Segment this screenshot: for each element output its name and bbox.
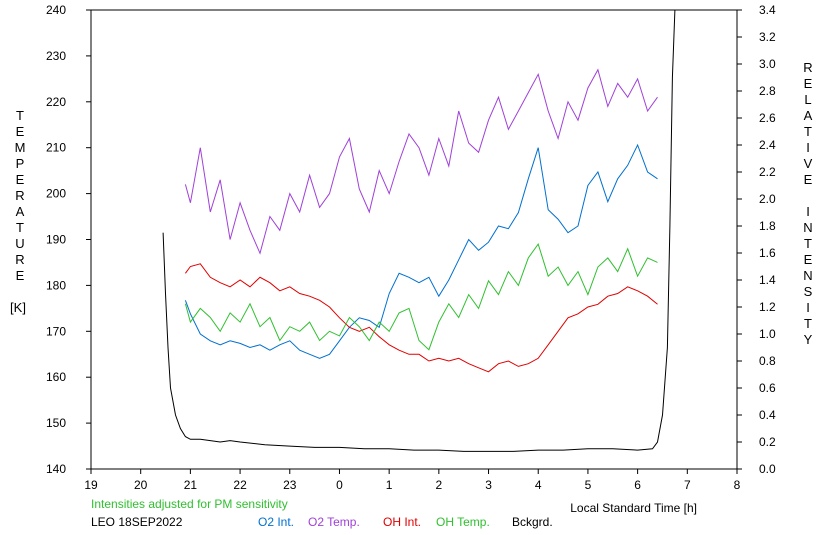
station-date: LEO 18SEP2022 bbox=[91, 515, 183, 529]
y2-axis-label-letter: T bbox=[804, 236, 812, 251]
y-tick-label-right: 0.0 bbox=[759, 462, 776, 476]
legend-o2-temp: O2 Temp. bbox=[308, 515, 360, 529]
y-tick-label-right: 2.8 bbox=[759, 84, 776, 98]
y2-axis-label-letter: V bbox=[804, 156, 813, 171]
y-tick-label-right: 2.6 bbox=[759, 111, 776, 125]
y-axis-label-letter: R bbox=[15, 188, 24, 203]
x-tick-label: 3 bbox=[485, 478, 492, 492]
y-tick-label-left: 240 bbox=[46, 3, 66, 17]
y2-axis-label-letter: I bbox=[806, 140, 810, 155]
x-tick-label: 1 bbox=[386, 478, 393, 492]
y-tick-label-right: 2.2 bbox=[759, 165, 776, 179]
series-layer bbox=[162, 9, 676, 452]
y-tick-label-right: 0.6 bbox=[759, 381, 776, 395]
y2-axis-label-letter: R bbox=[803, 60, 812, 75]
y-tick-label-right: 0.4 bbox=[759, 408, 776, 422]
y2-axis-label-letter: L bbox=[804, 92, 811, 107]
y-tick-label-left: 140 bbox=[46, 462, 66, 476]
y-axis-label-letter: U bbox=[15, 236, 24, 251]
y-tick-label-left: 180 bbox=[46, 278, 66, 292]
y-tick-label-right: 1.2 bbox=[759, 300, 776, 314]
y-tick-label-right: 3.2 bbox=[759, 30, 776, 44]
y2-axis-label-letter: N bbox=[803, 268, 812, 283]
legend-bckgrd: Bckgrd. bbox=[512, 515, 553, 529]
y-tick-label-right: 0.2 bbox=[759, 435, 776, 449]
y2-axis-label-letter: E bbox=[804, 172, 813, 187]
y-tick-label-left: 150 bbox=[46, 416, 66, 430]
y-tick-label-right: 1.4 bbox=[759, 273, 776, 287]
x-tick-label: 22 bbox=[233, 478, 247, 492]
y-tick-label-right: 1.0 bbox=[759, 327, 776, 341]
y2-axis-label-letter: S bbox=[804, 284, 813, 299]
series-line-bckgrd bbox=[162, 9, 676, 452]
x-tick-label: 19 bbox=[84, 478, 98, 492]
y2-axis-label-letter: I bbox=[806, 300, 810, 315]
y-tick-label-right: 2.0 bbox=[759, 192, 776, 206]
y-axis-left: 140 150 160 170 180 190 200 210 220 230 240 bbox=[46, 3, 91, 476]
y2-axis-label-letter: Y bbox=[804, 332, 813, 347]
y-axis-label-letter: E bbox=[16, 172, 25, 187]
y-axis-label-letter: P bbox=[16, 156, 25, 171]
y-axis-label-letter: E bbox=[16, 268, 25, 283]
x-axis-label: Local Standard Time [h] bbox=[570, 501, 697, 515]
y-tick-label-right: 3.0 bbox=[759, 57, 776, 71]
y-tick-label-left: 160 bbox=[46, 370, 66, 384]
y-axis-label-letter: M bbox=[15, 140, 26, 155]
y-axis-unit: [K] bbox=[10, 300, 26, 315]
y2-axis-label-letter: A bbox=[804, 108, 813, 123]
x-tick-label: 7 bbox=[684, 478, 691, 492]
series-line-oh-int bbox=[184, 263, 658, 373]
y-tick-label-left: 200 bbox=[46, 187, 66, 201]
series-line-o2-temp bbox=[184, 68, 658, 255]
x-tick-label: 0 bbox=[336, 478, 343, 492]
y2-axis-label-letter: T bbox=[804, 316, 812, 331]
y-tick-label-left: 230 bbox=[46, 49, 66, 63]
y-tick-label-left: 220 bbox=[46, 95, 66, 109]
y-axis-right: 0.0 0.2 0.4 0.6 0.8 1.0 1.2 1.4 1.6 1.8 2.0 2.2 2.4 2… bbox=[737, 3, 776, 476]
y-tick-label-left: 210 bbox=[46, 141, 66, 155]
x-tick-label: 4 bbox=[535, 478, 542, 492]
legend-oh-int: OH Int. bbox=[383, 515, 421, 529]
y2-axis-label-letter: N bbox=[803, 220, 812, 235]
y-axis-label-letter: A bbox=[16, 204, 25, 219]
y-axis-label-letter: E bbox=[16, 124, 25, 139]
y2-axis-label-letter: E bbox=[804, 252, 813, 267]
x-tick-label: 5 bbox=[585, 478, 592, 492]
series-line-oh-temp bbox=[184, 242, 658, 351]
y-axis-label-letter: T bbox=[16, 108, 24, 123]
y2-axis-label-letter: E bbox=[804, 76, 813, 91]
x-tick-label: 2 bbox=[436, 478, 443, 492]
x-axis: 19 20 21 22 23 0 1 2 3 4 5 6 7 8 bbox=[84, 469, 741, 492]
x-tick-label: 8 bbox=[734, 478, 741, 492]
x-tick-label: 20 bbox=[134, 478, 148, 492]
y-tick-label-right: 0.8 bbox=[759, 354, 776, 368]
x-tick-label: 21 bbox=[184, 478, 198, 492]
plot-area bbox=[90, 9, 738, 470]
x-tick-label: 23 bbox=[283, 478, 297, 492]
x-tick-label: 6 bbox=[634, 478, 641, 492]
y-axis-label-letter: T bbox=[16, 220, 24, 235]
legend-o2-int: O2 Int. bbox=[258, 515, 294, 529]
y-tick-label-right: 1.8 bbox=[759, 219, 776, 233]
y-tick-label-right: 3.4 bbox=[759, 3, 776, 17]
y-tick-label-left: 190 bbox=[46, 233, 66, 247]
y-axis-label-letter: R bbox=[15, 252, 24, 267]
legend-oh-temp: OH Temp. bbox=[436, 515, 490, 529]
y-tick-label-right: 1.6 bbox=[759, 246, 776, 260]
y-tick-label-right: 2.4 bbox=[759, 138, 776, 152]
pm-annotation: Intensities adjusted for PM sensitivity bbox=[91, 497, 288, 511]
y-tick-label-left: 170 bbox=[46, 324, 66, 338]
y2-axis-label-letter: I bbox=[806, 204, 810, 219]
y2-axis-label-letter: T bbox=[804, 124, 812, 139]
series-line-o2-int bbox=[184, 143, 658, 359]
